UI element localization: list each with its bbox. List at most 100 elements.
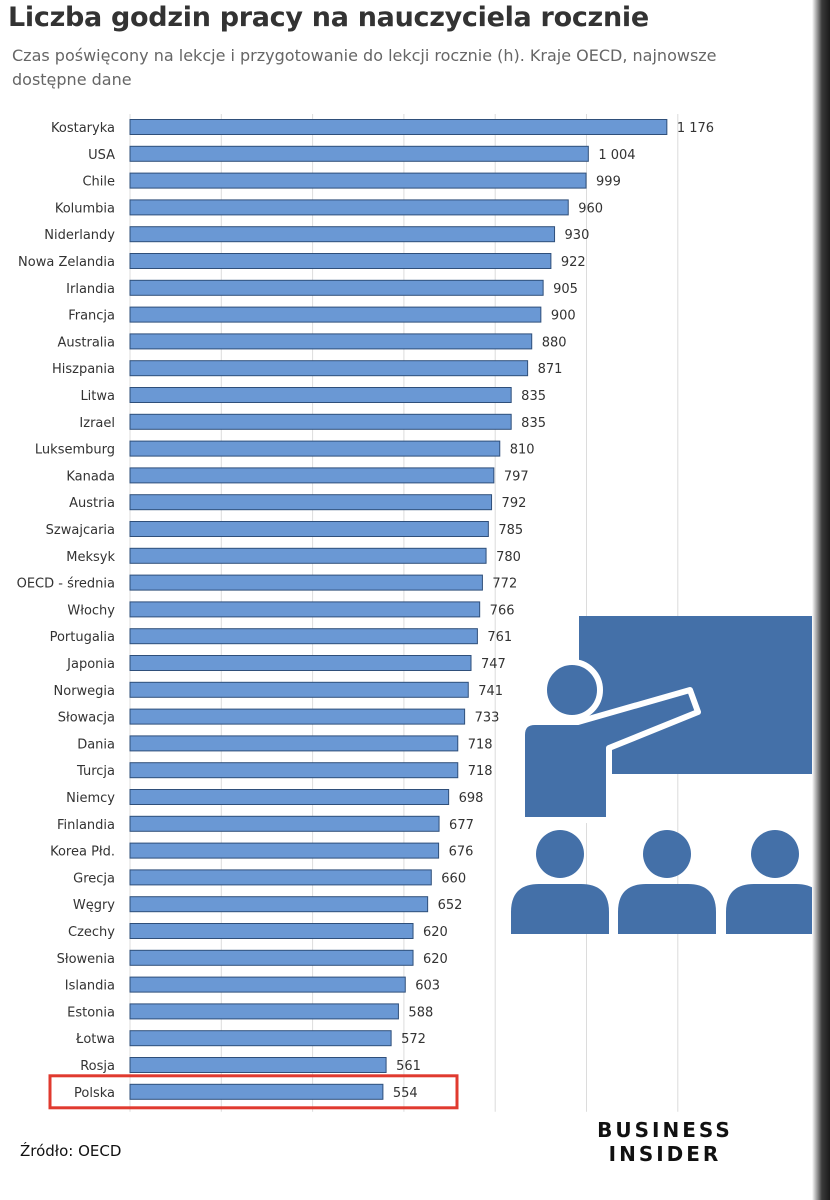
category-label: Węgry — [73, 898, 115, 913]
value-label: 761 — [487, 630, 512, 645]
value-label: 772 — [492, 577, 517, 592]
category-label: Francja — [68, 309, 115, 324]
category-label: Izrael — [79, 416, 115, 431]
bar — [129, 628, 478, 645]
source-note: Źródło: OECD — [20, 1142, 122, 1160]
value-label: 747 — [481, 657, 506, 672]
value-label: 797 — [504, 469, 529, 484]
category-label: Turcja — [76, 764, 115, 779]
category-label: Australia — [57, 335, 115, 350]
bar — [129, 413, 512, 430]
value-label: 880 — [542, 335, 567, 350]
value-label: 698 — [459, 791, 484, 806]
value-label: 741 — [478, 684, 503, 699]
bar — [129, 119, 668, 135]
bar — [129, 547, 487, 564]
page-edge-shadow — [812, 0, 830, 1200]
category-label: Kostaryka — [51, 121, 115, 136]
chart-title: Liczba godzin pracy na nauczyciela roczn… — [8, 2, 649, 33]
bar — [129, 1057, 387, 1073]
category-label: Rosja — [80, 1059, 115, 1074]
category-label: OECD - średnia — [17, 577, 115, 592]
student-body — [726, 884, 824, 934]
value-label: 561 — [396, 1059, 421, 1074]
board — [579, 616, 821, 774]
bar — [129, 1003, 399, 1020]
bar — [129, 896, 429, 913]
bar — [129, 601, 481, 618]
student-head — [536, 830, 584, 878]
value-label: 785 — [498, 523, 523, 538]
category-label: Meksyk — [66, 550, 115, 565]
bar — [129, 253, 552, 269]
category-label: Kolumbia — [55, 201, 115, 216]
value-label: 676 — [449, 845, 474, 860]
bar — [129, 735, 459, 752]
bar — [129, 199, 569, 216]
business-insider-logo: BUSINESS INSIDER — [580, 1118, 750, 1166]
value-label: 652 — [438, 898, 463, 913]
value-label: 900 — [551, 309, 576, 324]
bar — [129, 655, 472, 671]
category-label: Litwa — [80, 389, 115, 404]
category-label: Portugalia — [50, 630, 115, 645]
value-label: 620 — [423, 952, 448, 967]
category-label: Grecja — [73, 871, 115, 886]
teacher-head — [541, 659, 603, 721]
value-label: 660 — [441, 871, 466, 886]
bar — [129, 708, 466, 725]
value-label: 960 — [578, 201, 603, 216]
value-label: 792 — [502, 496, 527, 511]
category-label: Kanada — [66, 469, 115, 484]
bar — [129, 333, 533, 350]
bar — [129, 842, 440, 859]
value-label: 766 — [490, 603, 515, 618]
student-head — [751, 830, 799, 878]
value-label: 871 — [538, 362, 563, 377]
value-label: 835 — [521, 389, 546, 404]
bar — [129, 923, 414, 939]
bar — [129, 145, 589, 162]
category-label: Łotwa — [75, 1032, 115, 1047]
value-label: 588 — [408, 1005, 433, 1020]
value-label: 718 — [468, 737, 493, 752]
brand-line-1: BUSINESS — [597, 1118, 733, 1142]
labels: Kostaryka 1 176 USA 1 004 Chile 999 Kolumbia 96… — [17, 121, 714, 1110]
bar — [129, 789, 450, 805]
category-label: Luksemburg — [35, 443, 115, 458]
category-label: Szwajcaria — [46, 523, 115, 538]
category-label: Niemcy — [66, 791, 115, 806]
category-label: Niderlandy — [44, 228, 115, 243]
category-label: Chile — [82, 175, 115, 190]
value-label: 1 176 — [677, 121, 714, 136]
value-label: 780 — [496, 550, 521, 565]
value-label: 810 — [510, 443, 535, 458]
category-label: Włochy — [67, 603, 115, 618]
category-label: Słowenia — [57, 952, 115, 967]
bar — [129, 521, 489, 537]
brand-line-2: INSIDER — [608, 1142, 722, 1166]
category-label: Finlandia — [57, 818, 115, 833]
student-head — [643, 830, 691, 878]
category-label: Japonia — [66, 657, 115, 672]
bar — [129, 279, 544, 296]
category-label: Korea Płd. — [50, 845, 115, 860]
bar — [129, 494, 493, 511]
highlight-box — [48, 1074, 459, 1110]
value-label: 733 — [475, 711, 500, 726]
value-label: 999 — [596, 175, 621, 190]
teacher-body — [519, 687, 701, 823]
category-label: Czechy — [68, 925, 115, 940]
value-label: 554 — [393, 1086, 418, 1101]
bar — [129, 306, 542, 323]
category-label: Irlandia — [66, 282, 115, 297]
category-label: Hiszpania — [52, 362, 115, 377]
value-label: 603 — [415, 979, 440, 994]
bars — [129, 119, 668, 1100]
category-label: USA — [88, 148, 115, 163]
value-label: 1 004 — [598, 148, 635, 163]
value-label: 905 — [553, 282, 578, 297]
bar — [129, 360, 529, 377]
category-label: Słowacja — [58, 711, 115, 726]
